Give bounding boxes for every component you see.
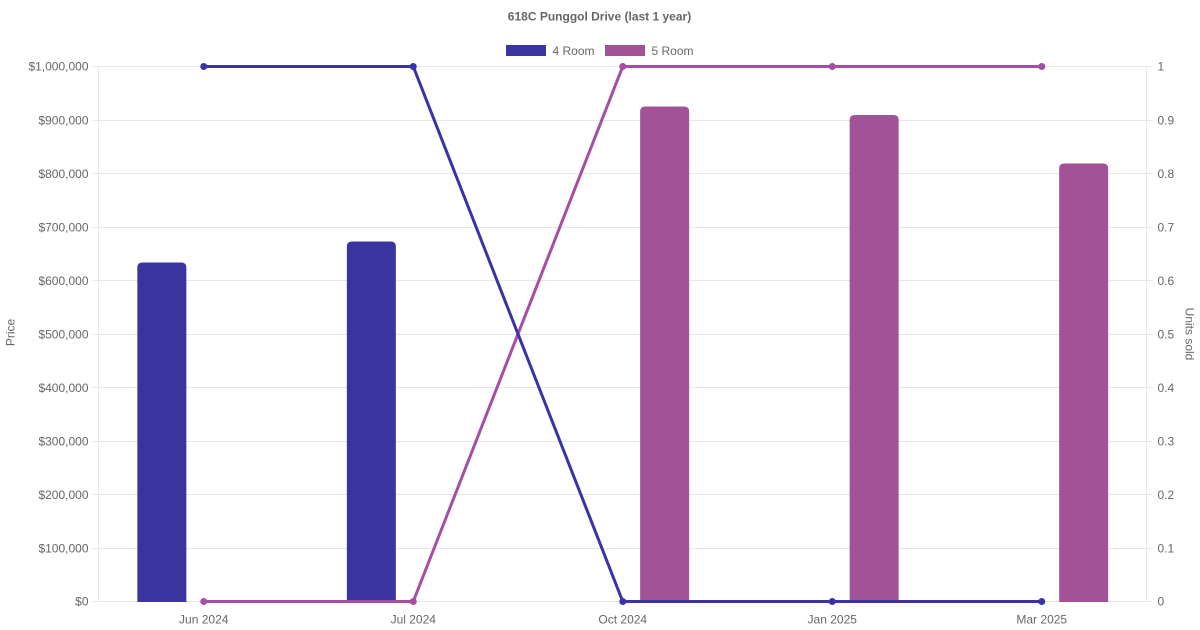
svg-text:$500,000: $500,000 bbox=[38, 327, 88, 341]
svg-text:0.2: 0.2 bbox=[1158, 488, 1175, 502]
svg-text:$100,000: $100,000 bbox=[38, 542, 88, 556]
svg-text:5 Room: 5 Room bbox=[652, 44, 694, 58]
svg-text:Units sold: Units sold bbox=[1182, 308, 1196, 361]
svg-text:0.8: 0.8 bbox=[1158, 167, 1175, 181]
svg-text:0.7: 0.7 bbox=[1158, 220, 1175, 234]
svg-text:Jul 2024: Jul 2024 bbox=[391, 613, 437, 627]
svg-text:Price: Price bbox=[4, 319, 18, 347]
svg-text:$200,000: $200,000 bbox=[38, 488, 88, 502]
svg-text:$800,000: $800,000 bbox=[38, 167, 88, 181]
svg-text:Jan 2025: Jan 2025 bbox=[808, 613, 858, 627]
svg-text:$400,000: $400,000 bbox=[38, 381, 88, 395]
svg-text:618C Punggol Drive (last 1 yea: 618C Punggol Drive (last 1 year) bbox=[508, 10, 691, 24]
svg-text:$600,000: $600,000 bbox=[38, 274, 88, 288]
svg-text:0.3: 0.3 bbox=[1158, 435, 1175, 449]
svg-text:1: 1 bbox=[1158, 60, 1165, 74]
svg-text:0.6: 0.6 bbox=[1158, 274, 1175, 288]
svg-text:0.9: 0.9 bbox=[1158, 113, 1175, 127]
svg-text:$300,000: $300,000 bbox=[38, 435, 88, 449]
svg-text:0.4: 0.4 bbox=[1158, 381, 1175, 395]
svg-text:0: 0 bbox=[1158, 595, 1165, 609]
svg-text:$0: $0 bbox=[75, 595, 89, 609]
svg-text:4 Room: 4 Room bbox=[553, 44, 595, 58]
svg-text:Oct 2024: Oct 2024 bbox=[598, 613, 647, 627]
svg-text:$900,000: $900,000 bbox=[38, 113, 88, 127]
svg-text:Mar 2025: Mar 2025 bbox=[1016, 613, 1067, 627]
svg-text:$700,000: $700,000 bbox=[38, 220, 88, 234]
svg-text:$1,000,000: $1,000,000 bbox=[28, 60, 88, 74]
svg-text:Jun 2024: Jun 2024 bbox=[179, 613, 229, 627]
svg-text:0.1: 0.1 bbox=[1158, 542, 1175, 556]
svg-text:0.5: 0.5 bbox=[1158, 327, 1175, 341]
